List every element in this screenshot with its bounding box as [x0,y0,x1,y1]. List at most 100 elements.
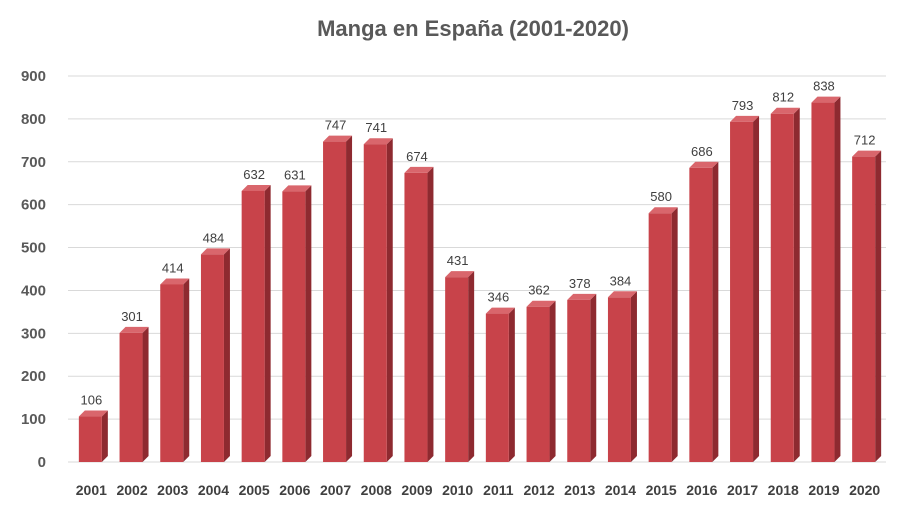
bar-2004 [200,248,230,462]
x-tick-label: 2014 [605,482,636,498]
bar-2011 [485,307,515,462]
x-tick-label: 2013 [564,482,595,498]
bar-top [241,184,271,191]
bars [78,96,882,463]
bar-2020 [852,150,882,462]
bar-side [793,107,800,463]
bar-top [607,291,637,298]
bar-front [78,416,102,462]
x-tick-label: 2001 [76,482,107,498]
bar-side [834,96,841,462]
y-axis-ticks: 0 100 200 300 400 500 600 700 800 900 [21,68,46,471]
bar-front [282,191,306,463]
x-tick-label: 2017 [727,482,758,498]
bar-front [323,141,347,462]
bar-side [223,248,230,462]
x-tick-label: 2009 [401,482,432,498]
data-label: 106 [80,393,102,408]
bar-top [445,271,475,278]
x-tick-label: 2011 [483,482,514,498]
data-label: 414 [162,260,184,275]
x-tick-label: 2005 [239,482,270,498]
x-tick-label: 2018 [768,482,799,498]
bar-side [549,300,556,462]
y-tick-label: 500 [21,240,46,257]
bar-2001 [78,410,108,462]
bar-side [630,291,637,462]
y-tick-label: 200 [21,368,46,385]
bar-2010 [445,271,475,462]
bar-top [770,107,800,114]
x-tick-label: 2006 [279,482,310,498]
bar-2017 [730,115,760,462]
bar-front [445,277,469,462]
chart-title: Manga en España (2001-2020) [317,16,629,41]
bar-2015 [648,207,678,462]
bar-front [363,144,387,462]
bar-top [852,150,882,157]
bar-2016 [689,161,719,462]
data-label: 346 [487,290,509,305]
x-tick-label: 2008 [361,482,392,498]
bar-side [468,271,475,462]
x-axis-ticks: 2001 2002 2003 2004 2005 2006 2007 2008 2009 2010… [76,482,881,498]
bar-top [485,307,515,314]
x-tick-label: 2007 [320,482,351,498]
bar-front [852,156,876,462]
bar-front [689,167,713,462]
bar-top [119,326,149,333]
bar-side [264,184,271,463]
data-label: 631 [284,167,306,182]
bar-top [567,293,597,300]
x-tick-label: 2010 [442,482,473,498]
data-label: 747 [325,118,347,133]
gridlines [68,75,886,463]
y-tick-label: 100 [21,411,46,428]
y-tick-label: 300 [21,325,46,342]
bar-front [160,284,184,462]
data-label: 632 [243,167,265,182]
data-label: 384 [610,273,632,288]
y-tick-label: 0 [38,454,46,471]
bar-front [648,213,672,462]
bar-2008 [363,138,393,462]
bar-front [119,332,143,462]
data-label: 712 [854,133,876,148]
bar-2019 [811,96,841,462]
bar-side [101,410,108,462]
data-label: 812 [772,90,794,105]
bar-top [404,166,434,173]
y-tick-label: 600 [21,197,46,214]
bar-top [648,207,678,214]
bar-2006 [282,185,312,463]
data-label: 793 [732,98,754,113]
bar-front [485,313,509,462]
bar-2005 [241,184,271,463]
bar-side [427,166,434,462]
x-tick-label: 2004 [198,482,229,498]
bar-front [811,102,835,462]
data-label: 378 [569,276,591,291]
data-label: 484 [203,230,225,245]
bar-2018 [770,107,800,463]
bar-top [282,185,312,192]
data-label: 686 [691,144,713,159]
bar-top [526,300,556,307]
y-tick-label: 900 [21,68,46,85]
data-label: 431 [447,253,469,268]
data-label: 362 [528,283,550,298]
bar-side [183,278,190,462]
bar-2007 [323,135,353,462]
bar-front [526,306,550,462]
bar-top [200,248,230,255]
bar-side [142,326,149,462]
data-label: 301 [121,309,143,324]
data-label: 741 [365,120,387,135]
bar-top [78,410,108,417]
x-tick-label: 2002 [116,482,147,498]
bar-top [689,161,719,168]
x-tick-label: 2015 [646,482,677,498]
bar-side [590,293,597,462]
y-tick-label: 400 [21,282,46,299]
